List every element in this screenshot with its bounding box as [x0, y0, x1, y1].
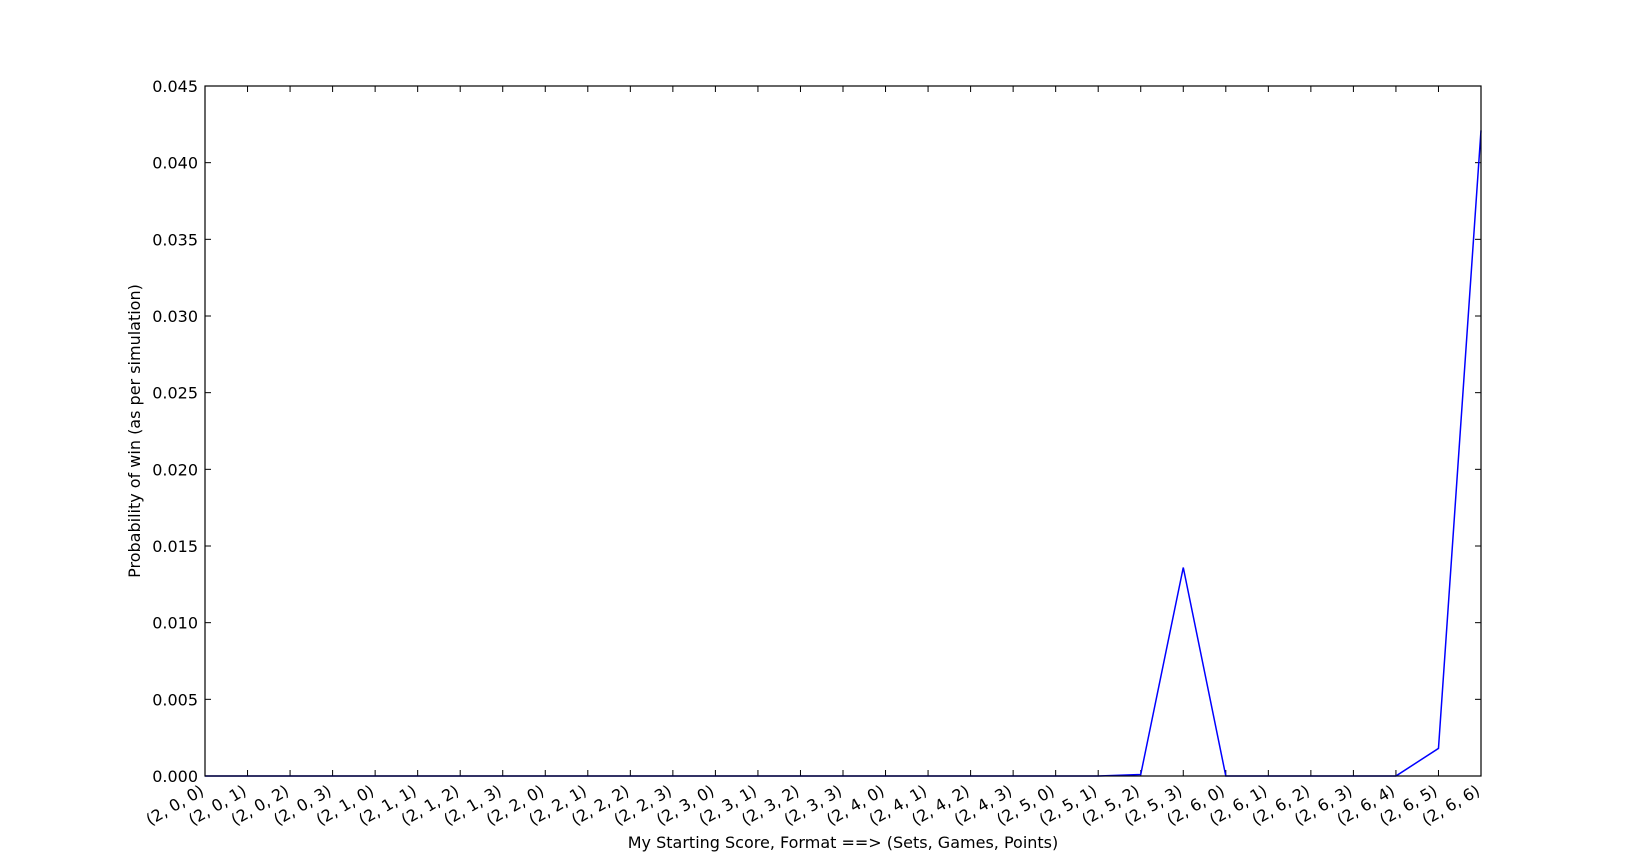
y-tick-label: 0.020 [152, 460, 198, 479]
y-tick-label: 0.000 [152, 767, 198, 786]
y-tick-label: 0.010 [152, 614, 198, 633]
y-tick-label: 0.035 [152, 230, 198, 249]
x-axis-label: My Starting Score, Format ==> (Sets, Gam… [628, 833, 1059, 852]
y-axis-label: Probability of win (as per simulation) [125, 284, 144, 578]
y-tick-label: 0.040 [152, 154, 198, 173]
y-axis-ticks: 0.000 0.005 0.010 0.015 0.020 0.025 0.030 0.035… [152, 77, 1481, 786]
y-tick-label: 0.030 [152, 307, 198, 326]
plot-frame [204, 85, 1482, 777]
y-tick-label: 0.025 [152, 384, 198, 403]
y-tick-label: 0.045 [152, 77, 198, 96]
y-tick-label: 0.015 [152, 537, 198, 556]
y-tick-label: 0.005 [152, 690, 198, 709]
